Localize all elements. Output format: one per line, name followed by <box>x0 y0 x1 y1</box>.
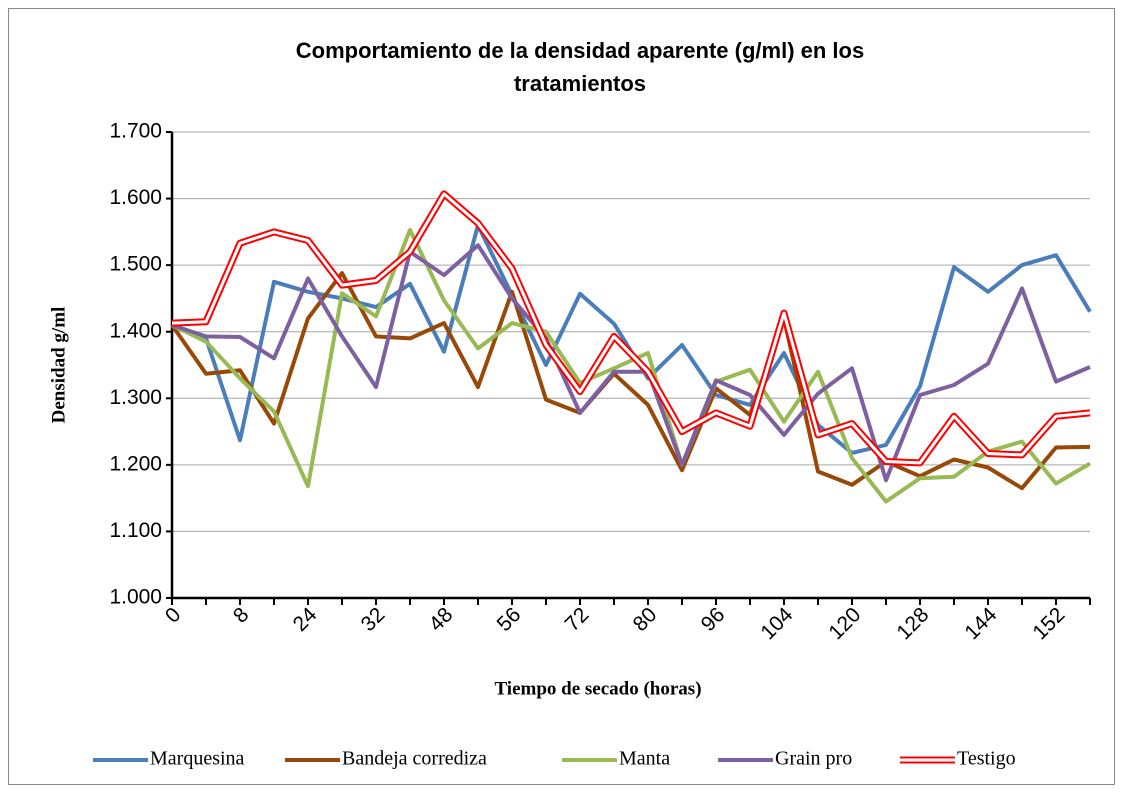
series-line <box>171 243 1091 483</box>
legend-label: Testigo <box>957 748 1016 770</box>
y-tick-label: 1.100 <box>109 519 162 542</box>
legend-label: Marquesina <box>150 748 245 770</box>
legend-label: Grain pro <box>775 748 852 770</box>
y-tick-label: 1.000 <box>109 586 162 609</box>
legend-label: Manta <box>619 748 670 770</box>
y-axis-label: Densidad g/ml <box>48 307 69 424</box>
x-axis-label: Tiempo de secado (horas) <box>494 678 701 699</box>
series-line-inner <box>171 192 1091 465</box>
y-tick-label: 1.500 <box>109 253 162 276</box>
chart-frame <box>8 8 1115 785</box>
y-tick-label: 1.700 <box>109 120 162 143</box>
series-line <box>171 227 1092 504</box>
series-line <box>170 271 1091 491</box>
chart-title: Comportamiento de la densidad aparente (… <box>296 38 864 96</box>
y-tick-label: 1.600 <box>109 186 162 209</box>
legend-label: Bandeja corrediza <box>342 748 487 770</box>
y-tick-label: 1.200 <box>109 452 162 475</box>
y-tick-label: 1.400 <box>109 319 162 342</box>
y-tick-label: 1.300 <box>109 386 162 409</box>
